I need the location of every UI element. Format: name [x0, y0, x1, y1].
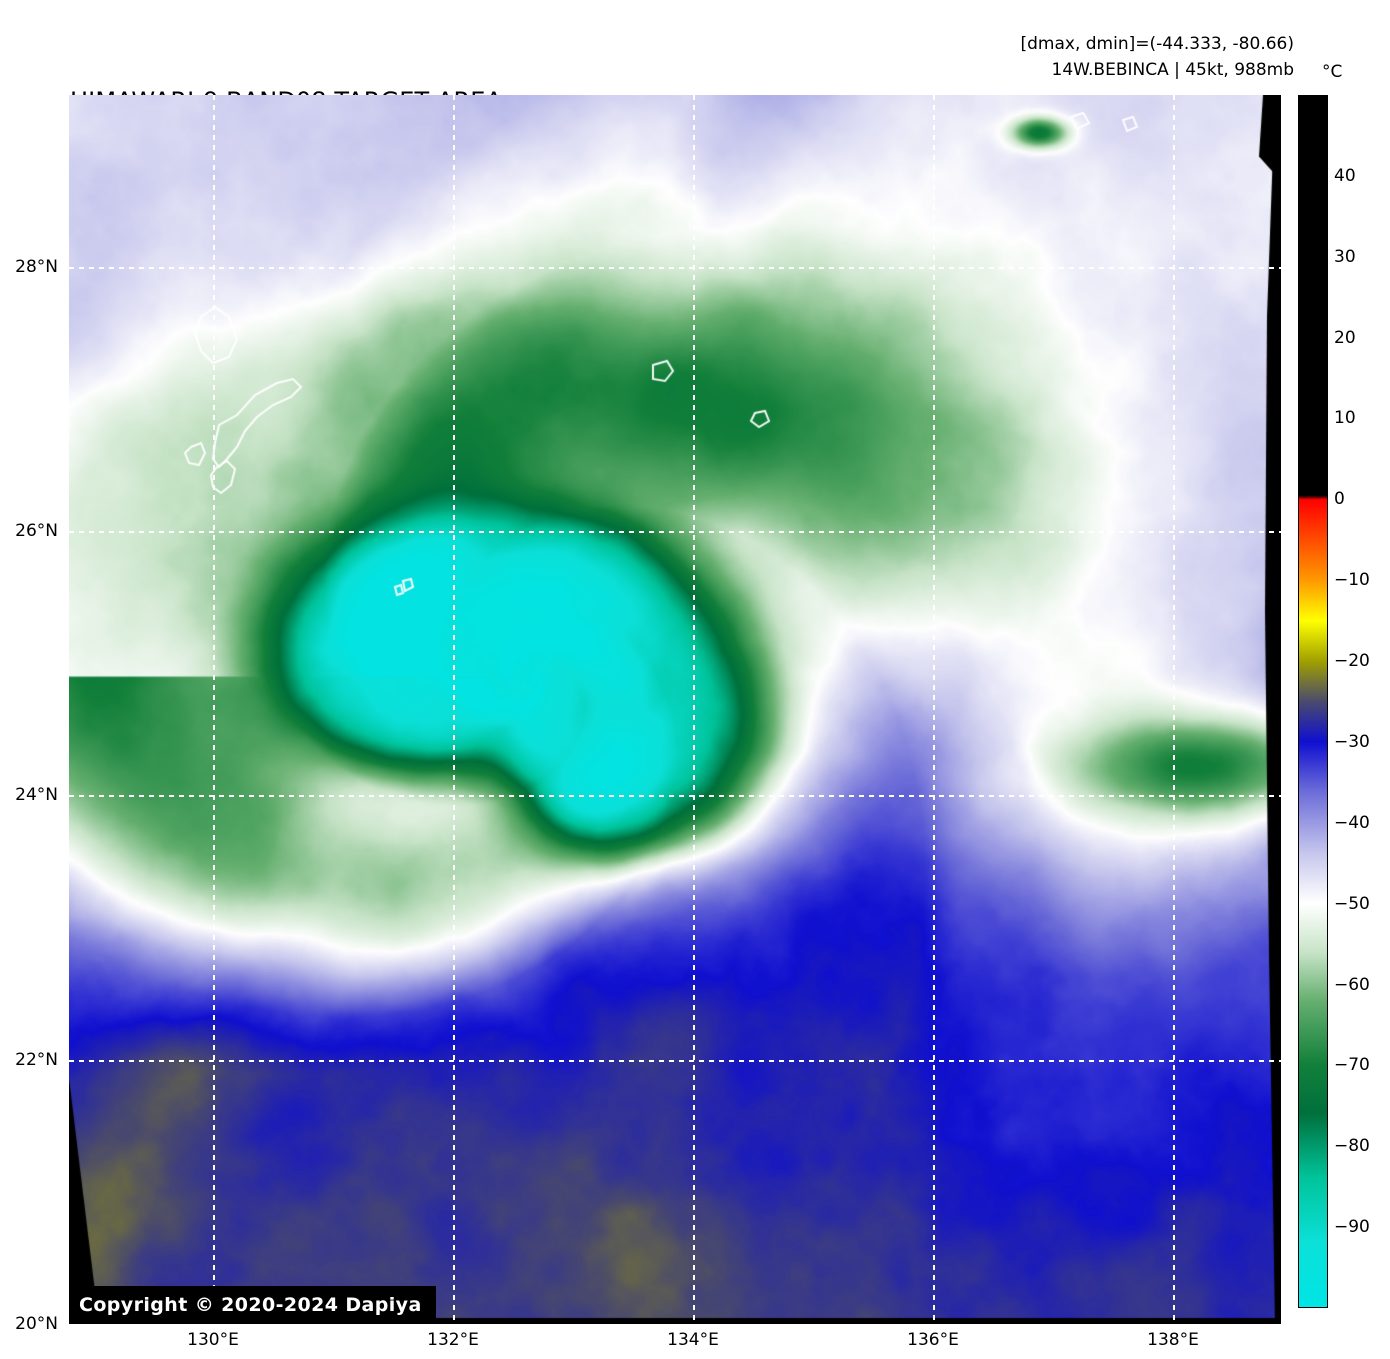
colorbar-gradient — [1298, 95, 1328, 1308]
colorbar-tick-30: 30 — [1334, 246, 1356, 267]
lon-tick-label: 134°E — [667, 1330, 719, 1350]
colorbar-tick--50: −50 — [1334, 893, 1370, 914]
lat-tick-label: 28°N — [15, 256, 58, 277]
copyright-banner: Copyright © 2020-2024 Dapiya — [69, 1286, 436, 1324]
colorbar-tick-20: 20 — [1334, 327, 1356, 348]
colorbar-tick--80: −80 — [1334, 1136, 1370, 1157]
colorbar-tick-labels: 40 30 20 10 0 −10 −20 −30 −40 −50 −60 −70 −80 −90 — [1334, 95, 1390, 1308]
colorbar-tick--40: −40 — [1334, 812, 1370, 833]
lat-tick-label: 20°N — [15, 1314, 58, 1334]
colorbar-tick--90: −90 — [1334, 1217, 1370, 1238]
lon-tick-label: 138°E — [1147, 1330, 1199, 1350]
header-info-block: [dmax, dmin]=(-44.333, -80.66) 14W.BEBIN… — [1021, 32, 1295, 83]
lat-tick-label: 24°N — [15, 785, 58, 806]
lat-tick-label: 22°N — [15, 1049, 58, 1070]
colorbar-tick--60: −60 — [1334, 974, 1370, 995]
satellite-image-plot: Copyright © 2020-2024 Dapiya — [69, 95, 1281, 1324]
colorbar-unit-label: °C — [1322, 62, 1343, 82]
colorbar-tick-40: 40 — [1334, 165, 1356, 186]
lon-tick-label: 130°E — [187, 1330, 239, 1350]
lon-tick-label: 132°E — [427, 1330, 479, 1350]
dminmax-annotation: [dmax, dmin]=(-44.333, -80.66) — [1020, 34, 1295, 54]
lon-tick-label: 136°E — [907, 1330, 959, 1350]
colorbar-tick--70: −70 — [1334, 1055, 1370, 1076]
colorbar-tick--10: −10 — [1334, 570, 1370, 591]
satellite-imagery-canvas — [69, 95, 1281, 1324]
colorbar-tick-0: 0 — [1334, 489, 1345, 510]
storm-annotation: 14W.BEBINCA | 45kt, 988mb — [1051, 59, 1294, 80]
colorbar-tick--20: −20 — [1334, 651, 1370, 672]
colorbar-tick-10: 10 — [1334, 408, 1356, 429]
colorbar-tick--30: −30 — [1334, 731, 1370, 752]
lat-tick-label: 26°N — [15, 521, 58, 542]
